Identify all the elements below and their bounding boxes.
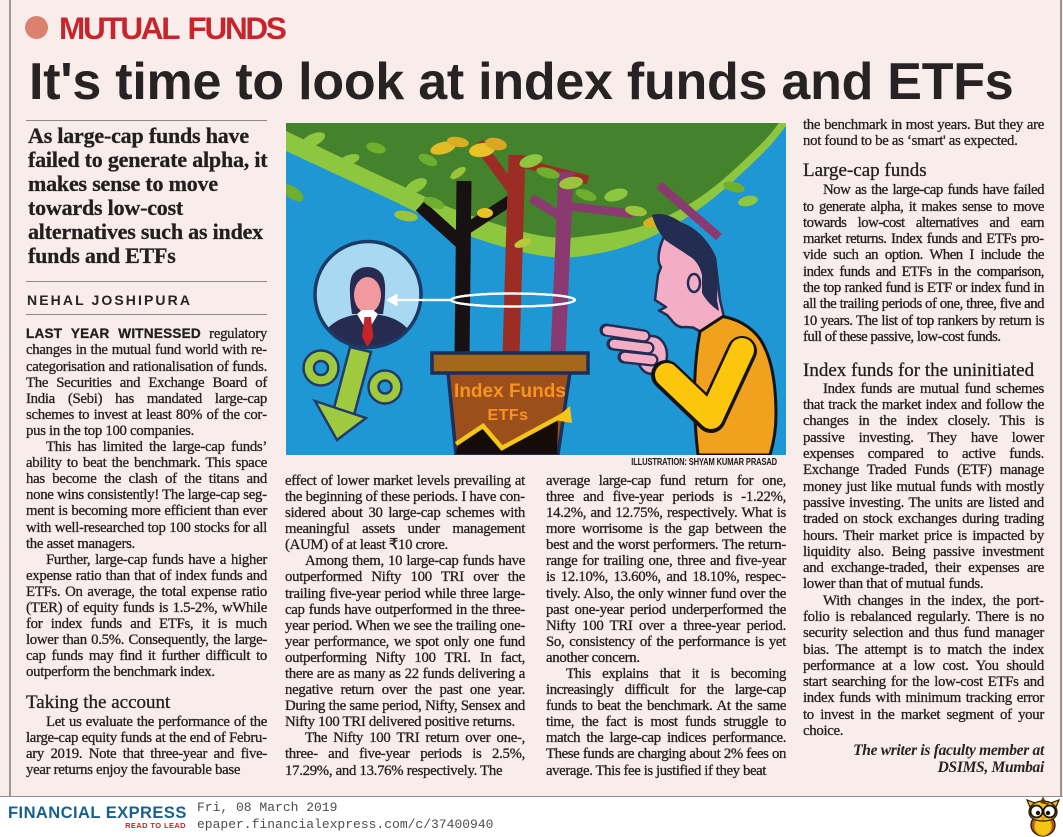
svg-text:Index Funds: Index Funds: [454, 381, 566, 402]
svg-text:ETFs: ETFs: [487, 407, 528, 424]
